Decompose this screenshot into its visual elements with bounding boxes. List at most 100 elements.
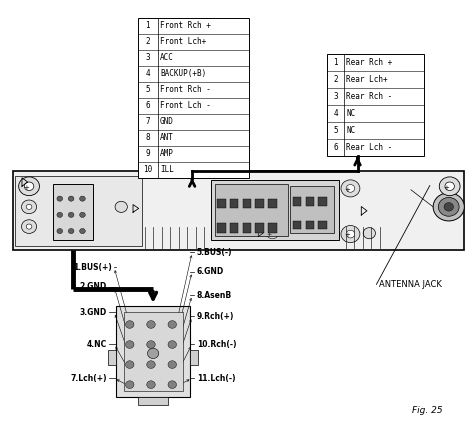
- Text: 7: 7: [146, 117, 150, 126]
- Text: Rear Lch -: Rear Lch -: [346, 143, 392, 152]
- Bar: [15, 175, 143, 246]
- Bar: [230, 223, 238, 233]
- Text: 5: 5: [146, 85, 150, 94]
- Text: 5: 5: [333, 126, 338, 135]
- Circle shape: [346, 230, 355, 238]
- Circle shape: [168, 341, 176, 348]
- Bar: [117, 306, 190, 398]
- Circle shape: [168, 361, 176, 369]
- Circle shape: [68, 196, 74, 201]
- Circle shape: [363, 228, 375, 239]
- Circle shape: [57, 196, 63, 201]
- Bar: [243, 223, 251, 233]
- Text: Rear Rch -: Rear Rch -: [346, 92, 392, 101]
- Text: 8.AsenB: 8.AsenB: [197, 291, 232, 300]
- Circle shape: [438, 197, 459, 216]
- Text: Front Lch -: Front Lch -: [160, 101, 211, 110]
- Circle shape: [115, 201, 128, 212]
- Circle shape: [68, 229, 74, 234]
- Text: 7.Lch(+): 7.Lch(+): [71, 374, 107, 383]
- Circle shape: [26, 204, 32, 209]
- Bar: [255, 223, 264, 233]
- Circle shape: [126, 341, 134, 348]
- Text: 6: 6: [146, 101, 150, 110]
- Circle shape: [126, 361, 134, 369]
- Text: 4.NC: 4.NC: [87, 339, 107, 349]
- Circle shape: [147, 361, 155, 369]
- Bar: [124, 312, 182, 391]
- Circle shape: [147, 381, 155, 389]
- Text: 1: 1: [146, 21, 150, 30]
- Circle shape: [341, 226, 360, 243]
- Text: NC: NC: [346, 109, 356, 118]
- Text: +: +: [266, 232, 272, 237]
- Circle shape: [147, 321, 155, 328]
- Text: 3: 3: [333, 92, 338, 101]
- Bar: [217, 223, 226, 233]
- Bar: [268, 199, 277, 208]
- Bar: [190, 351, 198, 366]
- Circle shape: [24, 182, 34, 190]
- Text: GND: GND: [160, 117, 174, 126]
- Circle shape: [21, 220, 36, 233]
- Bar: [138, 398, 168, 405]
- Text: 10.Rch(-): 10.Rch(-): [197, 339, 237, 349]
- Bar: [291, 186, 334, 233]
- Text: Fig. 25: Fig. 25: [412, 405, 443, 414]
- Text: 1: 1: [333, 58, 338, 67]
- Text: +: +: [344, 187, 350, 193]
- Circle shape: [341, 180, 360, 197]
- Text: 10: 10: [143, 165, 152, 174]
- Circle shape: [26, 224, 32, 229]
- Text: 3: 3: [146, 53, 150, 62]
- Text: Rear Lch+: Rear Lch+: [346, 75, 388, 84]
- Text: +: +: [344, 232, 350, 238]
- Bar: [306, 197, 314, 206]
- Circle shape: [444, 202, 454, 211]
- Text: 5.BUS(-): 5.BUS(-): [197, 248, 232, 257]
- Text: Front Lch+: Front Lch+: [160, 37, 206, 46]
- Circle shape: [168, 321, 176, 328]
- Bar: [215, 184, 288, 236]
- Circle shape: [80, 212, 85, 217]
- Circle shape: [168, 381, 176, 389]
- Bar: [255, 199, 264, 208]
- Bar: [12, 171, 464, 250]
- Circle shape: [21, 200, 36, 214]
- Circle shape: [68, 212, 74, 217]
- Bar: [108, 351, 117, 366]
- Text: +: +: [444, 184, 449, 190]
- Circle shape: [126, 321, 134, 328]
- Bar: [211, 180, 338, 240]
- Text: ANT: ANT: [160, 133, 174, 142]
- Circle shape: [126, 381, 134, 389]
- Circle shape: [80, 196, 85, 201]
- Bar: [230, 199, 238, 208]
- Text: 11.Lch(-): 11.Lch(-): [197, 374, 235, 383]
- Bar: [217, 199, 226, 208]
- Text: BACKUP(+B): BACKUP(+B): [160, 69, 206, 78]
- Bar: [327, 54, 424, 156]
- Circle shape: [80, 229, 85, 234]
- Circle shape: [433, 193, 465, 221]
- Text: 4: 4: [146, 69, 150, 78]
- Text: 2.GND: 2.GND: [80, 282, 107, 291]
- Text: ILL: ILL: [160, 165, 174, 174]
- Text: 3.GND: 3.GND: [80, 308, 107, 317]
- Circle shape: [147, 341, 155, 348]
- Bar: [318, 197, 327, 206]
- Bar: [138, 18, 249, 178]
- Bar: [293, 197, 301, 206]
- Circle shape: [57, 229, 63, 234]
- Text: Front Rch +: Front Rch +: [160, 21, 211, 30]
- Text: 8: 8: [146, 133, 150, 142]
- Circle shape: [266, 228, 279, 239]
- Circle shape: [445, 182, 455, 190]
- Bar: [268, 223, 277, 233]
- Bar: [293, 221, 301, 229]
- Circle shape: [346, 184, 355, 192]
- Text: NC: NC: [346, 126, 356, 135]
- Bar: [53, 184, 93, 240]
- Text: 1.BUS(+): 1.BUS(+): [73, 263, 112, 272]
- Circle shape: [18, 177, 39, 196]
